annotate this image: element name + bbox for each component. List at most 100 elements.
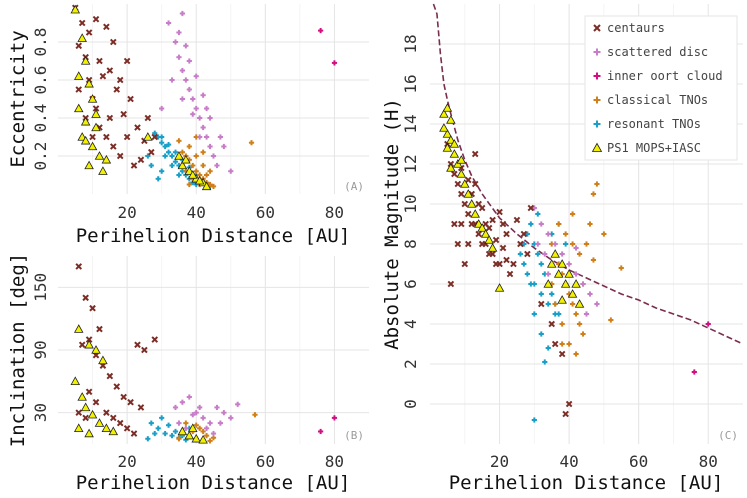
scattered-disc-point	[176, 29, 182, 36]
scattered-disc-point	[200, 124, 206, 131]
resonant-tnos-point	[538, 291, 544, 297]
resonant-tnos-point	[159, 140, 165, 146]
y-tick-label: 12	[401, 154, 420, 173]
panel-b-inclination-plot: 20 40 60 80 30 90 150 Perihelion Distance [AU…	[7, 253, 369, 494]
centaurs-point	[499, 244, 507, 252]
resonant-tnos-point	[545, 301, 551, 307]
ps1-mops-iasc-point	[449, 149, 460, 158]
ps1-mops-iasc-point	[84, 339, 94, 349]
centaurs-point	[457, 190, 465, 198]
inner-oort-cloud-point	[331, 60, 338, 66]
ps1-mops-iasc-point	[80, 56, 91, 65]
resonant-tnos-point	[165, 142, 172, 148]
centaurs-point	[134, 124, 141, 131]
scattered-disc-point	[203, 425, 210, 431]
y-tick-label: 18	[401, 34, 420, 53]
scattered-disc-point	[531, 205, 537, 211]
panel-a-tag: (A)	[344, 180, 364, 193]
centaurs-point	[447, 280, 455, 288]
classical-tnos-point	[207, 438, 213, 444]
panel-c-x-tick-labels: 20 40 60 80	[490, 452, 718, 471]
ps1-mops-iasc-point	[198, 434, 208, 444]
centaurs-point	[92, 105, 100, 112]
centaurs-point	[496, 208, 503, 216]
resonant-tnos-point	[152, 130, 158, 136]
centaurs-point	[151, 133, 159, 141]
centaurs-point	[96, 325, 103, 333]
resonant-tnos-point	[152, 430, 158, 437]
resonant-tnos-point	[524, 231, 530, 237]
scattered-disc-point	[190, 96, 196, 102]
ps1-mops-iasc-point	[98, 166, 108, 175]
centaurs-point	[103, 409, 110, 416]
ps1-mops-iasc-point	[449, 139, 460, 148]
ps1-mops-iasc-point	[91, 345, 101, 354]
scattered-disc-point	[197, 134, 203, 140]
centaurs-point	[475, 230, 482, 238]
centaurs-point	[517, 240, 524, 248]
scattered-disc-point	[552, 241, 558, 247]
y-tick-label: 0	[401, 399, 420, 409]
resonant-tnos-point	[521, 241, 527, 247]
classical-tnos-point	[569, 301, 576, 307]
ps1-mops-iasc-point	[73, 324, 84, 333]
centaurs-point	[503, 256, 510, 264]
scattered-disc-point	[545, 271, 551, 277]
inner-oort-cloud-point	[705, 321, 711, 327]
centaurs-point	[106, 114, 114, 122]
ps1-mops-iasc-point	[87, 141, 98, 151]
ps1-mops-iasc-point	[494, 283, 505, 292]
centaurs-point	[524, 250, 531, 258]
x-tick-label: 40	[187, 452, 206, 471]
scattered-disc-point	[573, 271, 579, 277]
ps1-mops-iasc-point	[459, 179, 470, 188]
legend-entry-resonant-tnos: resonant TNOs	[593, 117, 701, 131]
scattered-disc-point	[179, 399, 185, 405]
resonant-tnos-point	[545, 345, 551, 351]
ps1-mops-iasc-point	[564, 269, 574, 278]
resonant-tnos-point	[148, 420, 154, 426]
ps1-mops-iasc-point	[557, 295, 567, 304]
ps1-mops-iasc-point	[463, 189, 474, 198]
ps1-mops-iasc-point	[456, 169, 467, 178]
resonant-tnos-point	[517, 251, 524, 257]
scattered-disc-point	[176, 54, 182, 60]
ps1-mops-iasc-point	[543, 279, 554, 288]
centaurs-point	[454, 240, 462, 248]
scattered-disc-point	[207, 115, 213, 121]
centaurs-point	[116, 152, 124, 160]
resonant-tnos-point	[538, 261, 544, 267]
centaurs-point	[464, 240, 472, 248]
centaurs-point	[548, 320, 556, 328]
centaurs-point	[520, 230, 528, 238]
ps1-mops-iasc-point	[70, 4, 81, 14]
centaurs-point	[123, 425, 131, 432]
ps1-mops-iasc-point	[187, 170, 198, 179]
centaurs-point	[85, 336, 93, 343]
centaurs-point	[137, 404, 145, 411]
ps1-mops-iasc-point	[77, 33, 87, 42]
ps1-mops-iasc-point	[550, 249, 560, 258]
resonant-tnos-point	[162, 430, 168, 437]
centaurs-point	[75, 263, 83, 270]
centaurs-point	[103, 133, 110, 141]
ps1-mops-iasc-point	[473, 219, 484, 228]
centaurs-point	[127, 398, 134, 406]
ps1-mops-iasc-point	[439, 123, 449, 132]
centaurs-point	[75, 409, 83, 416]
scattered-disc-point	[183, 77, 189, 83]
centaurs-point	[120, 110, 127, 118]
scattered-disc-point	[566, 261, 572, 267]
centaurs-point	[492, 236, 500, 244]
scattered-disc-point	[210, 430, 217, 437]
classical-tnos-point	[200, 428, 206, 435]
resonant-tnos-point	[159, 134, 165, 140]
scattered-disc-point	[186, 86, 192, 93]
scattered-disc-point	[214, 162, 220, 169]
legend: centaurs scattered disc inner oort cloud cl…	[584, 15, 738, 161]
x-tick-label: 60	[256, 452, 275, 471]
scattered-disc-point	[210, 153, 217, 159]
panel-c-y-axis-title: Absolute Magnitude (H)	[381, 98, 403, 350]
panel-a-eccentricity-plot: 20 40 60 80 0.2 0.4 0.6 0.8 Perihelion Distanc…	[7, 4, 369, 247]
ps1-mops-iasc-point	[553, 269, 564, 278]
